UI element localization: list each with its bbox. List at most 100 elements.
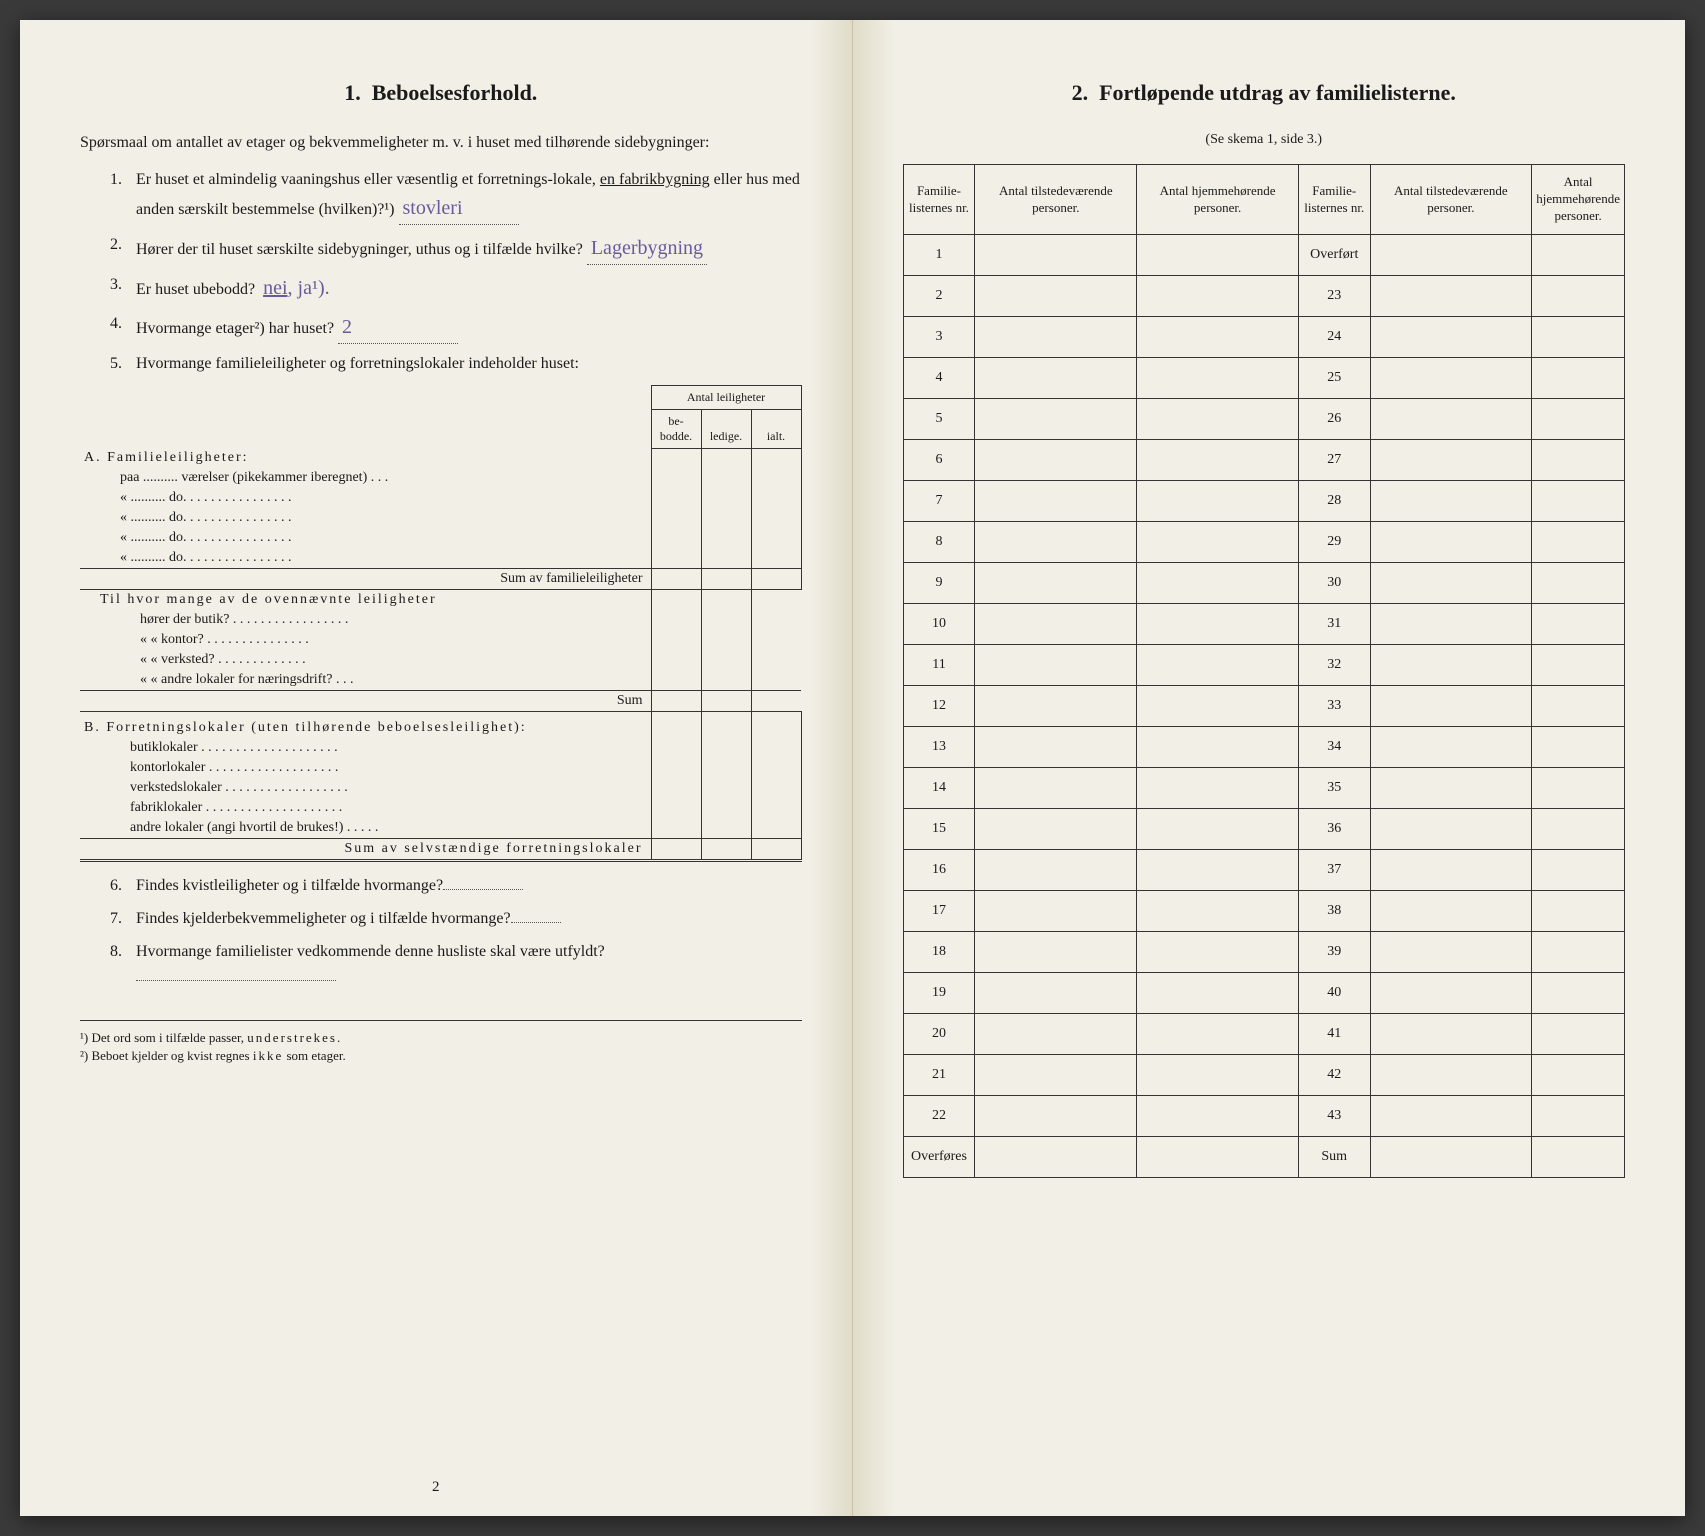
table-cell (1370, 686, 1532, 727)
table-cell (1532, 399, 1625, 440)
table-cell (1370, 1096, 1532, 1137)
table-cell (1532, 727, 1625, 768)
col-ialt: ialt. (751, 409, 801, 448)
table-cell (1370, 727, 1532, 768)
table-cell (1137, 645, 1299, 686)
table-row-nr: 28 (1298, 481, 1370, 522)
a-til: Til hvor mange av de ovennævnte leilighe… (80, 590, 651, 611)
table-cell (1532, 645, 1625, 686)
table-row-nr: 21 (903, 1055, 975, 1096)
question-list: 1. Er huset et almindelig vaaningshus el… (80, 168, 802, 377)
q6: 6. Findes kvistleiligheter og i tilfælde… (110, 874, 802, 899)
table-cell (975, 1014, 1137, 1055)
table-cell (1137, 604, 1299, 645)
table-cell (1370, 317, 1532, 358)
table-row-nr: 22 (903, 1096, 975, 1137)
table-row-nr: 41 (1298, 1014, 1370, 1055)
table-cell (975, 768, 1137, 809)
table-row-nr: 18 (903, 932, 975, 973)
col-bebodde: be-bodde. (651, 409, 701, 448)
table-cell (1532, 973, 1625, 1014)
table-row-nr: 32 (1298, 645, 1370, 686)
table-cell (1137, 727, 1299, 768)
table-row-nr: 17 (903, 891, 975, 932)
b-andre: andre lokaler (angi hvortil de brukes!) … (80, 818, 651, 839)
table-row-nr: 29 (1298, 522, 1370, 563)
table-row-nr: 27 (1298, 440, 1370, 481)
table-cell (1137, 399, 1299, 440)
table-row-nr: 31 (1298, 604, 1370, 645)
table-cell (1370, 481, 1532, 522)
table-cell (1137, 317, 1299, 358)
table-cell (975, 1096, 1137, 1137)
table-cell (1370, 276, 1532, 317)
fam-h2b: Antal tilstedeværende personer. (1370, 165, 1532, 235)
table-cell (1370, 932, 1532, 973)
table-cell (1137, 809, 1299, 850)
table-cell (1532, 850, 1625, 891)
table-cell (975, 276, 1137, 317)
table-row-nr: 23 (1298, 276, 1370, 317)
b-butik: butiklokaler . . . . . . . . . . . . . .… (80, 738, 651, 758)
table-row-nr: 6 (903, 440, 975, 481)
table-row-nr: 2 (903, 276, 975, 317)
table-cell (1137, 358, 1299, 399)
table-row-nr: 26 (1298, 399, 1370, 440)
table-cell (1137, 522, 1299, 563)
table-cell (1137, 1055, 1299, 1096)
table-cell (975, 932, 1137, 973)
table-cell (1370, 440, 1532, 481)
table-row-nr: 37 (1298, 850, 1370, 891)
table-cell (1370, 563, 1532, 604)
table-cell (1137, 932, 1299, 973)
a-andre: « « andre lokaler for næringsdrift? . . … (80, 670, 651, 691)
table-cell (1532, 358, 1625, 399)
table-cell (1370, 809, 1532, 850)
table-cell (1532, 604, 1625, 645)
table-cell (975, 686, 1137, 727)
question-list-2: 6. Findes kvistleiligheter og i tilfælde… (80, 874, 802, 989)
table-cell (1137, 768, 1299, 809)
table-cell (1532, 317, 1625, 358)
table-cell (1532, 809, 1625, 850)
table-row-nr: 42 (1298, 1055, 1370, 1096)
table-row-nr: 10 (903, 604, 975, 645)
table-cell (1137, 1137, 1299, 1178)
left-title: 1. Beboelsesforhold. (80, 80, 802, 106)
b-verk: verkstedslokaler . . . . . . . . . . . .… (80, 778, 651, 798)
table-cell (1370, 850, 1532, 891)
table-cell (975, 235, 1137, 276)
table-cell (1137, 276, 1299, 317)
table-cell (1370, 399, 1532, 440)
family-table: Familie-listernes nr. Antal tilstedevære… (903, 164, 1626, 1178)
fam-h1b: Familie-listernes nr. (1298, 165, 1370, 235)
table-row-nr: 13 (903, 727, 975, 768)
table-cell (1532, 522, 1625, 563)
table-row-overfores: Overføres (903, 1137, 975, 1178)
table-cell (975, 1137, 1137, 1178)
table-row-nr: 4 (903, 358, 975, 399)
q3: 3. Er huset ubebodd? nei, ja¹). (110, 273, 802, 304)
table-cell (1532, 686, 1625, 727)
q7: 7. Findes kjelderbekvemmeligheter og i t… (110, 907, 802, 932)
table-cell (1370, 1014, 1532, 1055)
table-cell (1137, 973, 1299, 1014)
b-fabrik: fabriklokaler . . . . . . . . . . . . . … (80, 798, 651, 818)
leilighet-table: Antal leiligheter be-bodde. ledige. ialt… (80, 385, 802, 863)
table-row-nr: 3 (903, 317, 975, 358)
table-cell (975, 850, 1137, 891)
left-page: 1. Beboelsesforhold. Spørsmaal om antall… (20, 20, 853, 1516)
document-spread: 1. Beboelsesforhold. Spørsmaal om antall… (20, 20, 1685, 1516)
a-verksted: « « verksted? . . . . . . . . . . . . . (80, 650, 651, 670)
table-cell (1532, 276, 1625, 317)
table-cell (1532, 1014, 1625, 1055)
table-cell (1532, 563, 1625, 604)
table-row-nr: 33 (1298, 686, 1370, 727)
fam-h3b: Antal hjemmehørende personer. (1532, 165, 1625, 235)
table-cell (975, 973, 1137, 1014)
a-kontor: « « kontor? . . . . . . . . . . . . . . … (80, 630, 651, 650)
q4-answer: 2 (338, 312, 458, 344)
fam-h1: Familie-listernes nr. (903, 165, 975, 235)
table-cell (1370, 645, 1532, 686)
table-cell (1137, 563, 1299, 604)
